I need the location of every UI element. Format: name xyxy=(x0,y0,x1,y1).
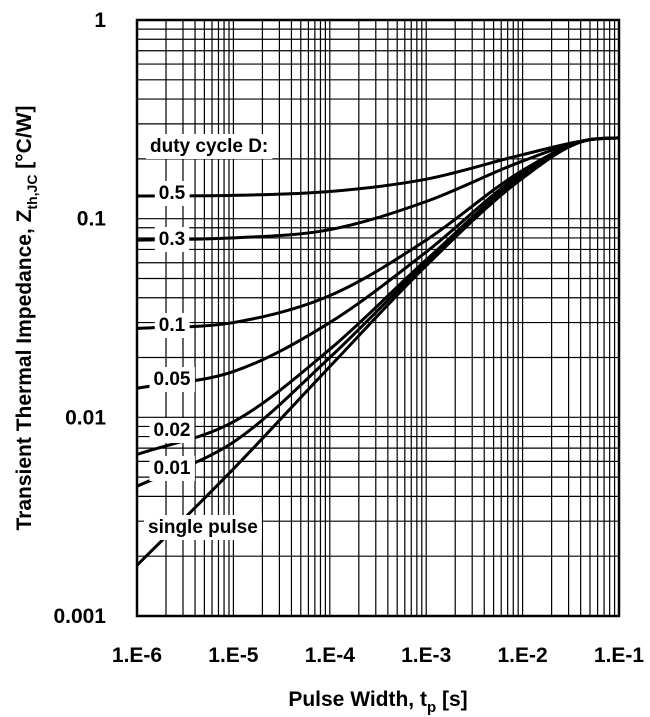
curve-label-bg xyxy=(154,227,190,252)
curve-labels: duty cycle D: 0.5 0.3 0.1 0.05 0.02 0.01 single… xyxy=(144,134,273,540)
y-tick-label: 1 xyxy=(94,9,106,32)
curve-label-group: 0.02 xyxy=(149,418,195,443)
curve-label: 0.1 xyxy=(159,315,186,336)
curve-label: 0.01 xyxy=(154,458,191,479)
y-tick-label: 0.1 xyxy=(77,208,107,231)
curve-label: 0.3 xyxy=(159,229,185,250)
y-axis-label: Transient Thermal Impedance, Zth,JC [°C/… xyxy=(13,106,40,531)
x-axis-label-main: Pulse Width, t xyxy=(288,688,427,711)
y-axis-label-unit: [°C/W] xyxy=(13,106,36,175)
curve-label: 0.5 xyxy=(159,183,186,204)
x-tick-label: 1.E-4 xyxy=(305,644,356,667)
curve-label-bg xyxy=(149,367,195,392)
curve-label-group: 0.05 xyxy=(149,367,195,392)
x-axis-label-sub: p xyxy=(427,699,436,716)
x-axis-label: Pulse Width, tp [s] xyxy=(288,688,467,716)
curve-label: 0.05 xyxy=(154,369,191,390)
curve-label-bg xyxy=(154,313,190,338)
x-tick-label: 1.E-6 xyxy=(112,644,162,667)
y-axis-label-sub: th,JC xyxy=(24,175,40,210)
x-tick-label: 1.E-3 xyxy=(401,644,451,667)
curve-label-bg xyxy=(149,456,195,481)
curves xyxy=(135,136,620,567)
legend-title-bg xyxy=(146,134,273,159)
x-tick-label: 1.E-2 xyxy=(497,644,547,667)
tick-labels: 1.E-6 1.E-5 1.E-4 1.E-3 1.E-2 1.E-1 1 0.1 0.01 0.… xyxy=(53,9,644,667)
y-axis-label-main: Transient Thermal Impedance, Z xyxy=(13,209,36,530)
grid-lines xyxy=(137,20,619,616)
curve-label-group: single pulse xyxy=(144,515,262,540)
y-tick-label: 0.001 xyxy=(53,605,106,628)
curve-label-group: 0.01 xyxy=(149,456,195,481)
curve-label: 0.02 xyxy=(154,420,191,441)
curve-0-1 xyxy=(136,136,620,330)
legend-title: duty cycle D: xyxy=(150,136,268,157)
curve-label-bg xyxy=(144,515,262,540)
plot-frame xyxy=(135,18,621,618)
curve-single-pulse xyxy=(135,136,620,567)
x-tick-label: 1.E-1 xyxy=(594,644,645,667)
legend-title-group: duty cycle D: xyxy=(146,134,273,159)
curve-label-bg xyxy=(149,418,195,443)
curve-label-group: 0.5 xyxy=(154,181,190,206)
x-axis-label-unit: [s] xyxy=(436,688,468,711)
curve-label-group: 0.3 xyxy=(154,227,190,252)
y-tick-label: 0.01 xyxy=(65,406,106,429)
curve-label: single pulse xyxy=(148,517,258,538)
x-tick-label: 1.E-5 xyxy=(208,644,259,667)
curve-label-bg xyxy=(154,181,190,206)
curve-label-group: 0.1 xyxy=(154,313,190,338)
